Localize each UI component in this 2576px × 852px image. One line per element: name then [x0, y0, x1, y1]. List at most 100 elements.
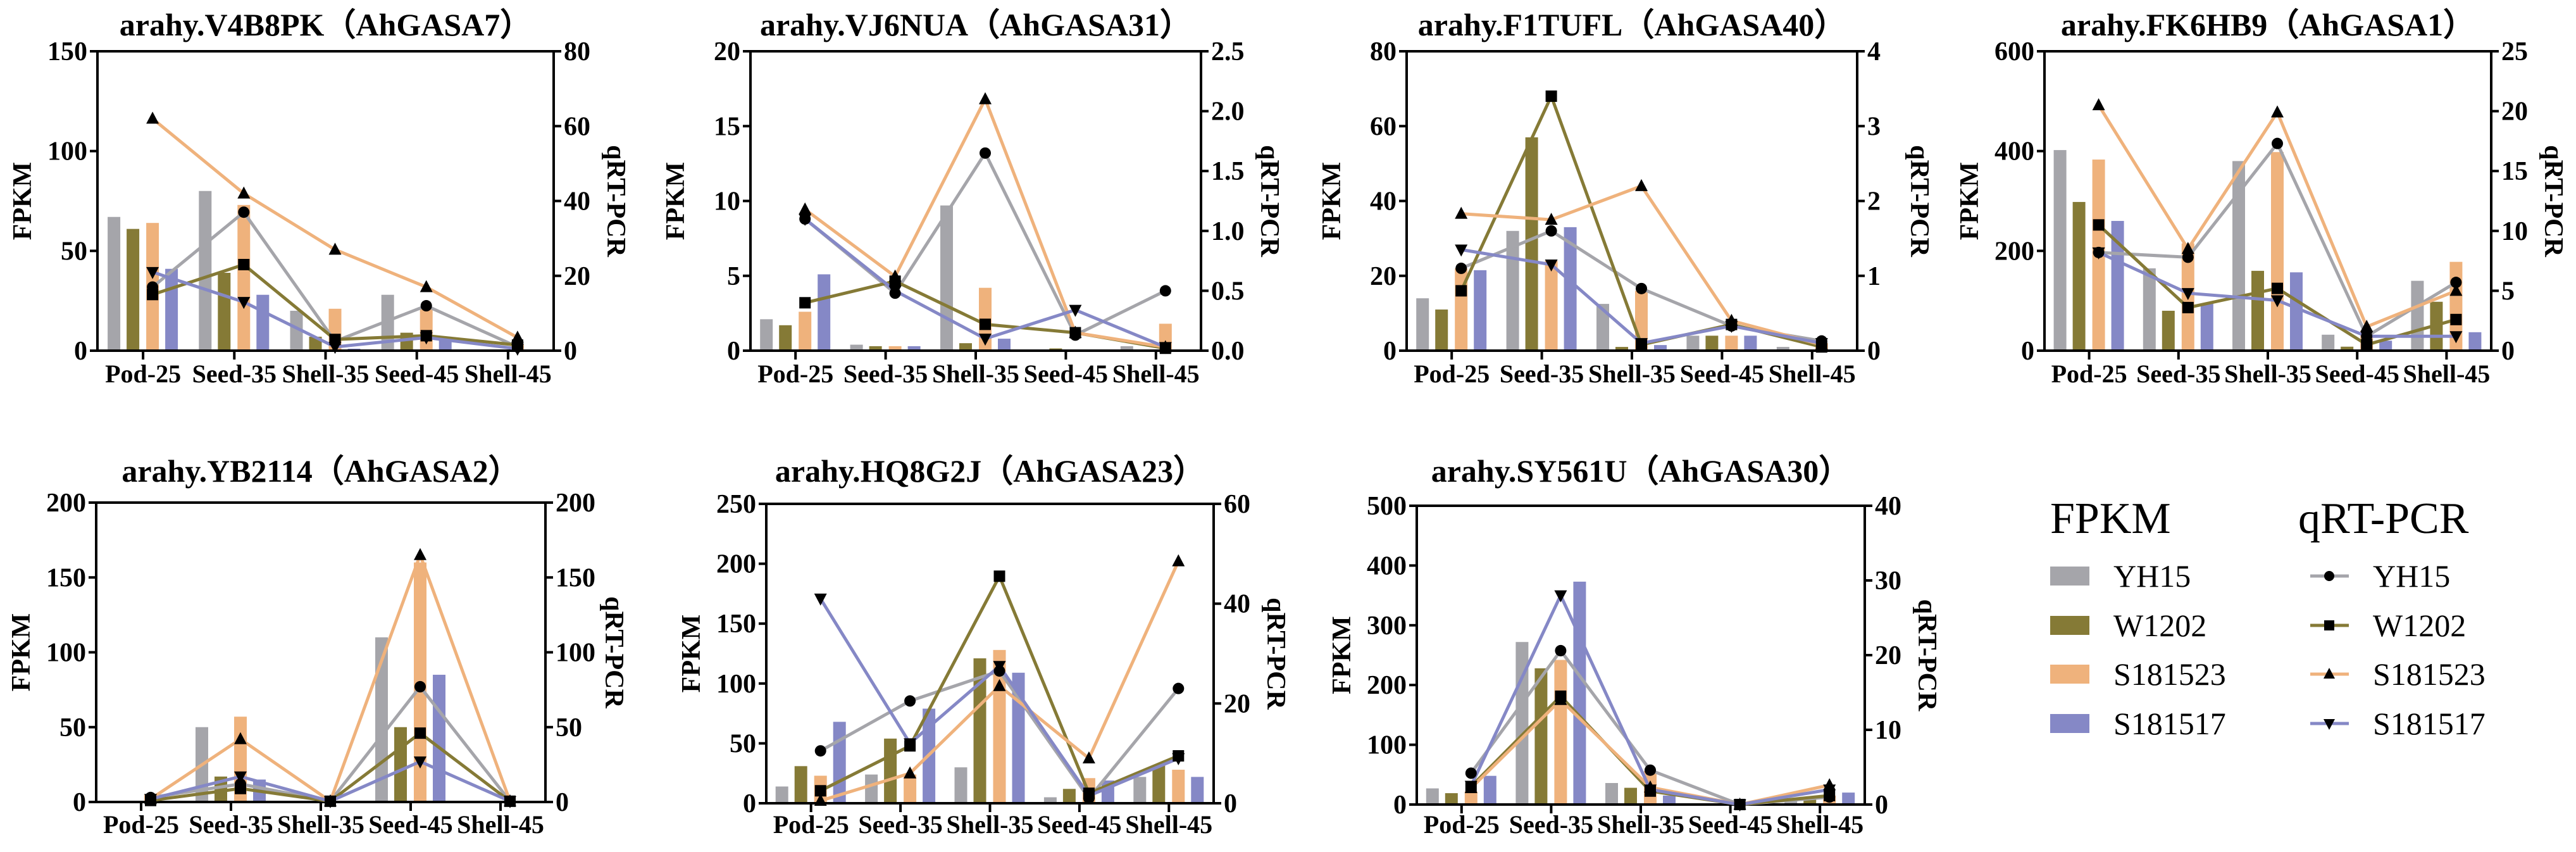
y-tick-label: 600 [1994, 37, 2034, 66]
y2-tick-label: 15 [2501, 157, 2528, 186]
bar-yh15 [1416, 298, 1429, 351]
marker-s181523 [234, 732, 247, 744]
chart-title: arahy.VJ6NUA（AhGASA31） [760, 7, 1192, 42]
y2-tick-label: 60 [564, 112, 590, 141]
bar-s181517 [833, 722, 846, 803]
marker-w1202 [414, 727, 426, 739]
chart-panel: arahy.YB2114（AhGASA2） 0 50 100 150 200 0 50 100 1… [7, 453, 628, 839]
marker-s181517 [1545, 260, 1558, 272]
marker-s181523 [814, 794, 827, 806]
bar-w1202 [959, 343, 972, 351]
y2-tick-label: 1.5 [1211, 157, 1245, 186]
x-tick-label: Shell-45 [464, 360, 552, 388]
y-tick-label: 5 [727, 262, 740, 291]
marker-yh15 [1159, 285, 1171, 297]
bar-yh15 [1426, 788, 1439, 805]
marker-s181517 [2360, 331, 2374, 344]
bar-s181523 [1545, 261, 1558, 351]
y2-tick-label: 5 [2501, 277, 2515, 306]
bar-w1202 [794, 766, 807, 803]
bar-s181517 [2468, 332, 2482, 351]
marker-w1202 [2182, 301, 2194, 313]
marker-w1202 [980, 318, 991, 330]
y2-tick-label: 20 [1875, 641, 1901, 670]
bar-yh15 [199, 191, 212, 351]
y-axis-title: FPKM [677, 615, 706, 693]
marker-s181517 [1823, 784, 1836, 797]
x-tick-label: Shell-45 [2403, 360, 2491, 388]
y-tick-label: 100 [1367, 731, 1407, 760]
y2-tick-label: 2.5 [1211, 37, 1245, 66]
y2-axis-title: qRT-PCR [1912, 599, 1941, 711]
bar-s181523 [888, 346, 902, 351]
y2-tick-label: 3 [1867, 112, 1881, 141]
y2-axis-title: qRT-PCR [599, 596, 628, 708]
bar-w1202 [884, 738, 897, 803]
marker-w1202 [2450, 313, 2462, 325]
y2-tick-label: 0 [1875, 791, 1888, 820]
marker-s181517 [144, 794, 157, 806]
marker-s181517 [2449, 331, 2463, 344]
bar-s181523 [237, 204, 251, 351]
y-tick-label: 400 [1994, 137, 2034, 166]
y2-tick-label: 4 [1867, 37, 1881, 66]
y-tick-label: 100 [47, 137, 87, 166]
bar-w1202 [1445, 793, 1458, 805]
line-s181523 [149, 553, 512, 803]
x-tick-label: Shell-45 [457, 810, 544, 839]
marker-yh15 [1636, 282, 1647, 294]
marker-s181523 [2449, 284, 2463, 296]
x-tick-label: Shell-35 [1588, 360, 1676, 388]
x-tick-label: Shell-45 [1776, 810, 1864, 839]
y2-tick-label: 20 [2501, 97, 2528, 127]
y2-tick-label: 0 [564, 337, 577, 366]
legend-line-s181517 [2310, 719, 2349, 730]
bar-w1202 [1525, 137, 1538, 351]
marker-w1202 [2272, 282, 2283, 294]
marker-s181517 [1644, 784, 1657, 797]
legend-qrt-label-yh15: YH15 [2373, 558, 2450, 594]
marker-s181517 [1159, 342, 1172, 354]
marker-s181517 [1069, 304, 1082, 317]
bar-yh15 [1686, 335, 1700, 351]
y-tick-label: 50 [59, 713, 86, 742]
marker-s181523 [2271, 105, 2284, 118]
marker-w1202 [2093, 219, 2105, 231]
x-tick-label: Pod-25 [2051, 360, 2127, 388]
marker-s181523 [2360, 320, 2374, 332]
y-tick-label: 50 [730, 729, 756, 758]
bar-yh15 [1133, 777, 1147, 803]
bar-s181523 [1725, 335, 1738, 351]
marker-yh15 [1555, 644, 1567, 656]
x-tick-label: Pod-25 [103, 810, 179, 839]
bar-yh15 [850, 344, 863, 351]
legend-line-yh15 [2310, 571, 2349, 581]
bar-w1202 [1803, 797, 1817, 805]
x-tick-label: Seed-45 [1037, 810, 1121, 839]
legend-qrt-label-s181523: S181523 [2373, 656, 2486, 692]
y-axis-title: FPKM [1317, 162, 1347, 241]
marker-w1202 [1455, 285, 1467, 297]
bar-yh15 [775, 786, 788, 803]
marker-s181523 [979, 92, 992, 104]
marker-s181517 [234, 771, 247, 784]
x-tick-label: Shell-45 [1125, 810, 1212, 839]
y2-tick-label: 1.0 [1211, 217, 1245, 246]
marker-s181517 [1455, 244, 1468, 257]
marker-yh15 [420, 300, 432, 312]
marker-s181523 [511, 330, 524, 343]
x-tick-label: Shell-45 [1769, 360, 1856, 388]
x-tick-label: Pod-25 [757, 360, 833, 388]
x-tick-label: Seed-45 [2315, 360, 2399, 388]
y-tick-label: 0 [1383, 337, 1397, 366]
bar-s181517 [1191, 777, 1204, 803]
x-tick-label: Seed-35 [858, 810, 942, 839]
bar-s181517 [1573, 581, 1586, 805]
y2-tick-label: 200 [556, 489, 595, 518]
y-tick-label: 20 [714, 37, 740, 66]
bar-w1202 [973, 658, 986, 803]
bar-s181517 [1483, 775, 1496, 805]
x-tick-label: Pod-25 [1424, 810, 1500, 839]
y2-tick-label: 0 [2501, 337, 2515, 366]
